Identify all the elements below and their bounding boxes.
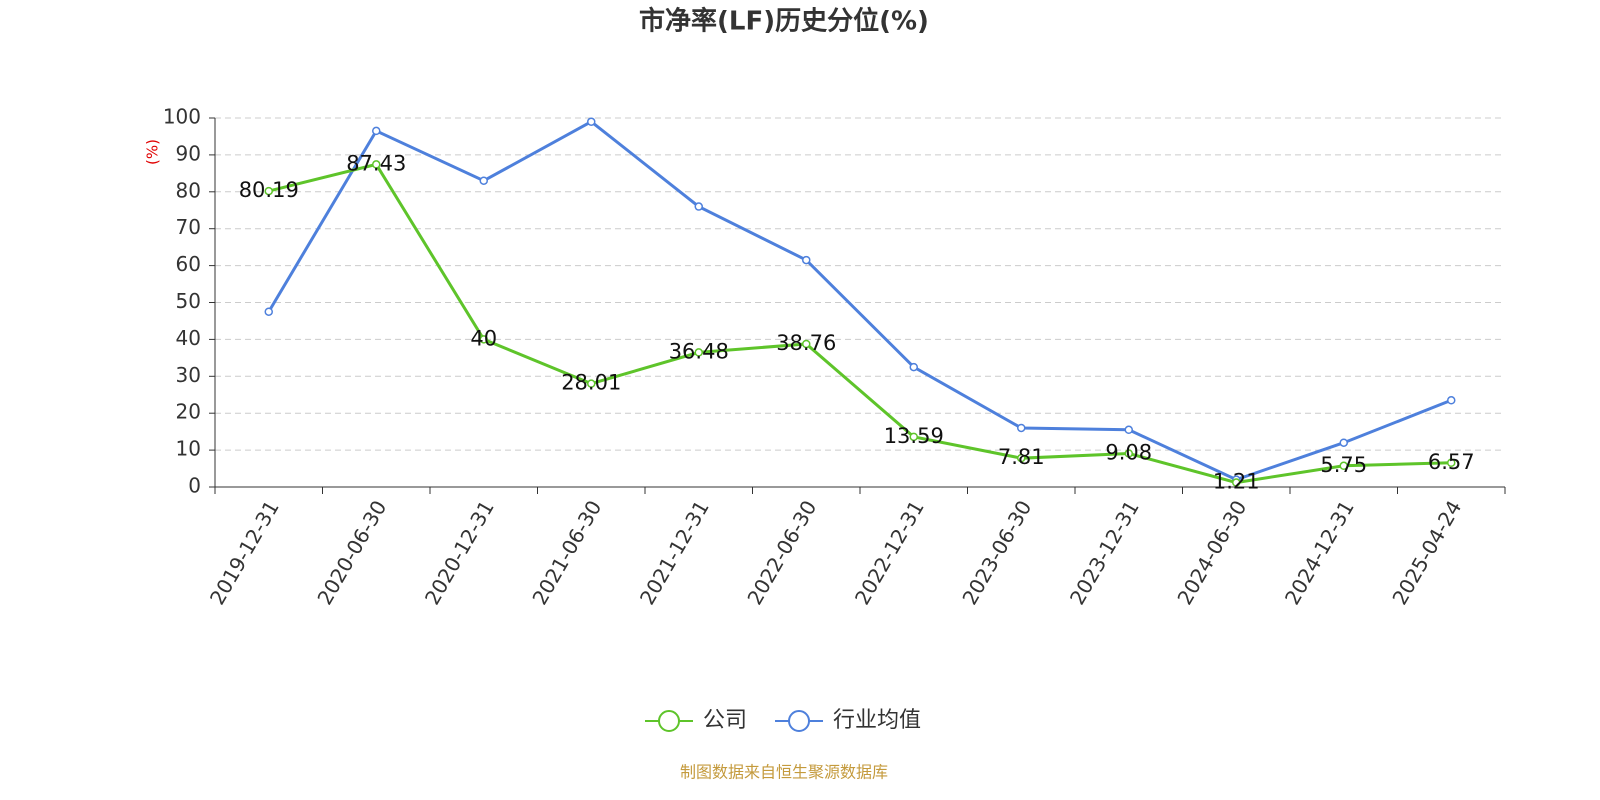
x-tick-label: 2019-12-31	[205, 496, 284, 609]
point	[479, 176, 488, 185]
point	[1124, 425, 1133, 435]
x-tick-label: 2025-04-24	[1387, 496, 1466, 609]
point	[909, 362, 918, 372]
y-tick-label: 100	[163, 105, 201, 129]
point	[1232, 478, 1241, 487]
point	[802, 339, 811, 349]
x-tick-label: 2020-06-30	[312, 496, 391, 609]
y-tick-label: 40	[176, 326, 201, 350]
y-tick-label: 80	[176, 178, 201, 202]
point	[1017, 423, 1026, 433]
data-label: 87.43	[346, 151, 406, 175]
x-tick-label: 2021-06-30	[527, 496, 606, 609]
data-label: 9.08	[1105, 440, 1152, 464]
y-tick-label: 50	[176, 289, 201, 313]
x-tick-label: 2024-12-31	[1280, 496, 1359, 609]
point	[479, 335, 488, 344]
point	[1124, 449, 1133, 458]
point	[1447, 396, 1456, 405]
point	[264, 186, 273, 196]
data-label: 36.48	[669, 339, 729, 363]
point	[264, 307, 273, 316]
legend-label: 公司	[703, 708, 747, 733]
point	[909, 432, 918, 442]
x-tick-label: 2023-06-30	[957, 496, 1036, 609]
y-tick-label: 20	[176, 400, 201, 424]
data-label: 7.81	[998, 445, 1045, 469]
point	[587, 379, 596, 388]
series-line	[268, 162, 1452, 485]
x-tick-label: 2023-12-31	[1065, 496, 1144, 609]
y-tick-label: 30	[176, 363, 201, 387]
x-tick-label: 2022-06-30	[742, 496, 821, 609]
y-tick-label: 0	[188, 474, 201, 498]
point	[694, 202, 703, 211]
data-label: 6.57	[1428, 450, 1475, 474]
y-tick-label: 90	[176, 141, 201, 165]
x-tick-label: 2021-12-31	[635, 496, 714, 609]
point	[587, 117, 596, 126]
legend-marker	[658, 710, 680, 732]
point	[694, 348, 703, 357]
point	[1339, 438, 1348, 447]
legend-marker	[788, 710, 811, 732]
data-label: 13.59	[884, 424, 944, 448]
data-label: 38.76	[776, 331, 836, 355]
data-label: 1.21	[1213, 470, 1260, 494]
data-label: 28.01	[561, 371, 621, 395]
point	[1447, 458, 1456, 468]
legend-label: 行业均值	[833, 708, 921, 733]
point	[1017, 453, 1026, 463]
y-tick-label: 10	[176, 437, 201, 461]
x-tick-label: 2022-12-31	[850, 496, 929, 609]
y-axis-label: (%)	[144, 139, 162, 165]
y-tick-label: 60	[176, 252, 201, 276]
point	[372, 126, 381, 136]
point	[372, 160, 381, 169]
data-label: 80.19	[239, 178, 299, 202]
x-tick-label: 2020-12-31	[420, 496, 499, 609]
series-line	[267, 119, 1452, 482]
data-label: 5.75	[1320, 453, 1367, 477]
chart-title: 市净率(LF)历史分位(%)	[639, 6, 929, 37]
source-note: 制图数据来自恒生聚源数据库	[680, 763, 888, 782]
point	[802, 255, 811, 265]
data-label: 40	[470, 326, 497, 350]
y-tick-label: 70	[176, 215, 201, 239]
point	[1339, 461, 1348, 471]
x-tick-label: 2024-06-30	[1172, 496, 1251, 609]
